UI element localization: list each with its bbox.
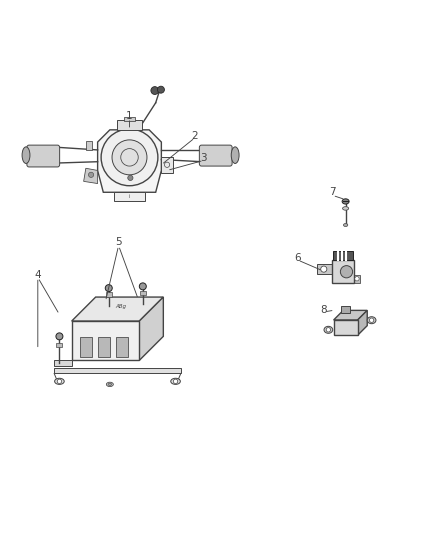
Polygon shape (161, 157, 173, 173)
Polygon shape (54, 360, 72, 366)
FancyBboxPatch shape (106, 293, 112, 297)
Polygon shape (86, 141, 92, 150)
Ellipse shape (106, 382, 113, 386)
Text: ABg: ABg (116, 304, 127, 309)
Circle shape (112, 140, 147, 175)
Circle shape (157, 86, 164, 93)
Circle shape (326, 328, 331, 332)
Ellipse shape (342, 199, 349, 204)
Circle shape (128, 175, 133, 181)
Ellipse shape (22, 147, 30, 164)
Text: 3: 3 (201, 153, 207, 163)
FancyBboxPatch shape (80, 337, 92, 357)
Circle shape (57, 379, 62, 384)
Circle shape (340, 265, 353, 278)
Ellipse shape (324, 326, 333, 333)
Polygon shape (357, 310, 367, 335)
Ellipse shape (55, 378, 64, 384)
Ellipse shape (367, 317, 376, 324)
Text: 6: 6 (294, 253, 301, 263)
Circle shape (369, 318, 374, 322)
Ellipse shape (231, 147, 239, 164)
Circle shape (151, 87, 159, 94)
FancyBboxPatch shape (116, 337, 128, 357)
Circle shape (88, 172, 94, 177)
Ellipse shape (108, 383, 112, 385)
Ellipse shape (171, 378, 180, 384)
Polygon shape (72, 321, 139, 360)
Text: i: i (129, 194, 130, 199)
Circle shape (101, 129, 158, 185)
FancyBboxPatch shape (140, 290, 146, 295)
FancyBboxPatch shape (57, 343, 63, 348)
FancyBboxPatch shape (341, 306, 350, 313)
FancyBboxPatch shape (334, 320, 357, 335)
Polygon shape (72, 297, 163, 321)
Polygon shape (98, 130, 161, 192)
FancyBboxPatch shape (27, 145, 60, 167)
Polygon shape (354, 275, 360, 283)
FancyBboxPatch shape (333, 251, 353, 261)
Polygon shape (317, 264, 332, 274)
Polygon shape (84, 168, 98, 183)
Text: 2: 2 (192, 131, 198, 141)
Polygon shape (139, 297, 163, 360)
Polygon shape (114, 192, 145, 201)
FancyBboxPatch shape (199, 145, 232, 166)
Text: 8: 8 (321, 305, 327, 315)
Circle shape (321, 266, 327, 272)
FancyBboxPatch shape (54, 368, 181, 374)
Text: 5: 5 (115, 238, 122, 247)
Text: 7: 7 (329, 187, 336, 197)
Circle shape (173, 379, 178, 384)
Ellipse shape (343, 207, 349, 210)
FancyBboxPatch shape (332, 261, 354, 283)
Polygon shape (334, 310, 367, 320)
Circle shape (56, 333, 63, 340)
FancyBboxPatch shape (124, 117, 135, 121)
Circle shape (355, 277, 359, 281)
Text: 4: 4 (35, 270, 41, 280)
FancyBboxPatch shape (98, 337, 110, 357)
Circle shape (105, 285, 112, 292)
Ellipse shape (343, 223, 348, 227)
FancyBboxPatch shape (117, 120, 142, 130)
Text: 1: 1 (126, 111, 133, 121)
Circle shape (139, 283, 146, 290)
